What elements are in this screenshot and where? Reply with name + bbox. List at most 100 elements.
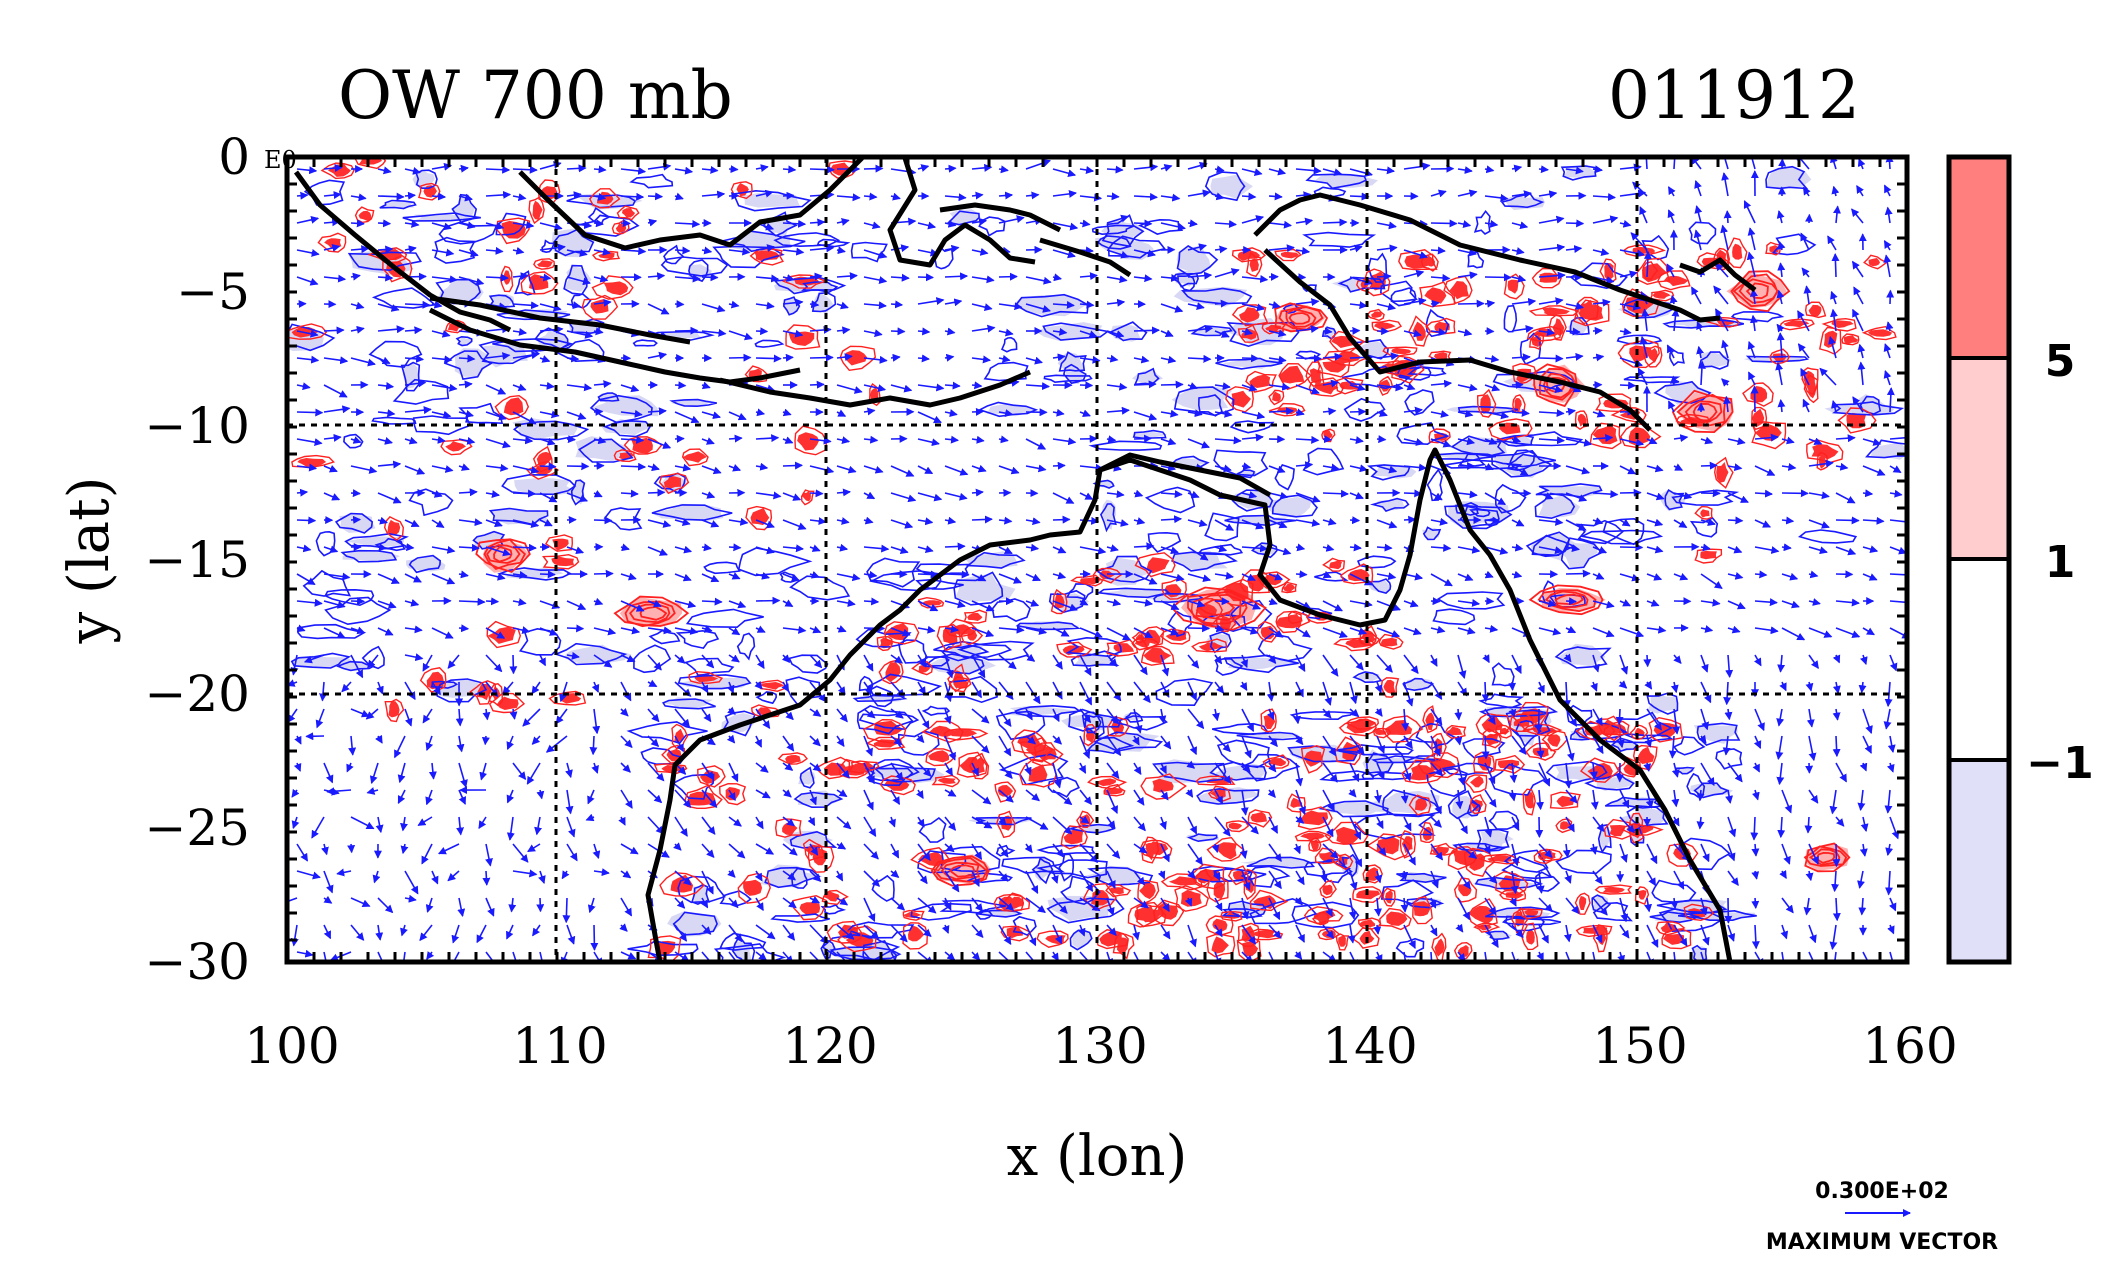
negative-ow-contour (287, 323, 336, 352)
positive-ow-cell (1609, 825, 1626, 837)
wind-vector (809, 380, 825, 389)
y-tick-label: −25 (144, 799, 250, 857)
wind-vector (890, 353, 901, 362)
positive-ow-cell (928, 750, 950, 763)
wind-vector (1538, 165, 1549, 174)
wind-vector (1349, 516, 1361, 525)
positive-ow-cell (1524, 909, 1539, 917)
corner-label: E0 (264, 146, 297, 174)
y-tick-labels: 0 −5 −10 −15 −20 −25 −30 (144, 128, 250, 991)
negative-ow-area (439, 277, 484, 303)
positive-ow-cell (358, 210, 372, 222)
negative-ow-area (436, 678, 490, 698)
positive-ow-cell (885, 662, 901, 683)
negative-ow-contour (662, 698, 716, 710)
wind-vector (1832, 735, 1841, 758)
negative-ow-contour (434, 236, 476, 264)
negative-ow-area (575, 436, 631, 462)
negative-ow-contour (754, 339, 785, 348)
positive-ow-cell (1216, 842, 1237, 860)
positive-ow-cell (1144, 841, 1169, 856)
wind-vector (590, 924, 599, 951)
positive-ow-cell (1446, 726, 1463, 736)
negative-ow-contour (732, 189, 812, 212)
positive-ow-cell (503, 397, 524, 416)
wind-vector (458, 354, 476, 363)
positive-ow-cell (1303, 750, 1323, 767)
wind-vector (296, 191, 309, 200)
wind-vector (1373, 924, 1382, 935)
positive-ow-cell (297, 458, 327, 467)
wind-vector (620, 462, 647, 471)
vector-key-value: 0.300E+02 (1815, 1179, 1949, 1204)
wind-vector (917, 273, 934, 282)
wind-vector (809, 165, 835, 174)
positive-ow-cell (1843, 335, 1859, 345)
positive-ow-cell (743, 879, 763, 896)
wind-vector (1403, 489, 1423, 498)
negative-ow-contour (1415, 722, 1456, 750)
positive-ow-cell (1248, 930, 1276, 939)
positive-ow-cell (1113, 643, 1135, 653)
positive-ow-cell (1772, 353, 1787, 362)
wind-vector (1322, 435, 1333, 444)
negative-ow-contour (858, 713, 920, 731)
wind-vector (593, 516, 613, 525)
positive-ow-cell (785, 755, 801, 764)
negative-ow-contour (1466, 800, 1481, 817)
wind-vector (1133, 380, 1157, 389)
positive-ow-cell (760, 682, 785, 690)
wind-vector (1295, 354, 1322, 363)
negative-ow-contour (871, 874, 895, 902)
negative-ow-area (1267, 497, 1312, 518)
negative-ow-contour (1626, 805, 1669, 828)
positive-ow-cell (1638, 746, 1655, 764)
negative-ow-contour (1289, 711, 1355, 721)
negative-ow-contour (1672, 736, 1706, 756)
positive-ow-cell (937, 777, 956, 784)
negative-ow-contour (764, 866, 821, 889)
positive-ow-cell (1434, 938, 1445, 957)
wind-vector (1295, 570, 1308, 579)
negative-ow-area (1766, 166, 1812, 189)
positive-ow-cell (1085, 727, 1095, 743)
positive-ow-cell (1628, 426, 1651, 446)
negative-ow-contour (770, 913, 830, 923)
wind-vector (674, 246, 691, 255)
wind-vector (782, 353, 794, 362)
positive-ow-cell (537, 260, 553, 268)
positive-ow-cell (1526, 929, 1535, 945)
wind-vector (566, 624, 585, 633)
positive-ow-cell (1547, 734, 1561, 747)
positive-ow-cell (1638, 890, 1647, 900)
positive-ow-cell (1422, 826, 1432, 841)
wind-vector (1508, 681, 1517, 691)
negative-ow-contour (820, 939, 836, 960)
wind-vector (485, 273, 509, 282)
positive-ow-cell (756, 707, 772, 715)
wind-vector (944, 570, 970, 579)
wind-vector (1723, 210, 1732, 224)
positive-ow-cell (750, 508, 770, 526)
positive-ow-cell (1228, 822, 1243, 830)
wind-vector (539, 462, 557, 471)
wind-vector (1133, 326, 1160, 335)
wind-vector (512, 543, 537, 552)
positive-ow-cell (445, 441, 466, 452)
wind-vector (481, 735, 490, 746)
wind-vector (1484, 273, 1512, 282)
positive-ow-cell (967, 612, 983, 621)
wind-vector (971, 407, 984, 416)
wind-vector (458, 624, 470, 633)
positive-ow-cell (1700, 550, 1717, 560)
wind-vector (998, 191, 1014, 200)
positive-ow-cell (1469, 905, 1494, 925)
wind-vector (431, 192, 447, 201)
wind-vector (863, 164, 884, 173)
wind-vector (1484, 516, 1501, 525)
negative-ow-area (692, 884, 708, 904)
wind-vector (674, 326, 699, 335)
negative-ow-contour (1395, 937, 1425, 958)
wind-vector (782, 191, 795, 200)
wind-vector (1835, 516, 1860, 525)
